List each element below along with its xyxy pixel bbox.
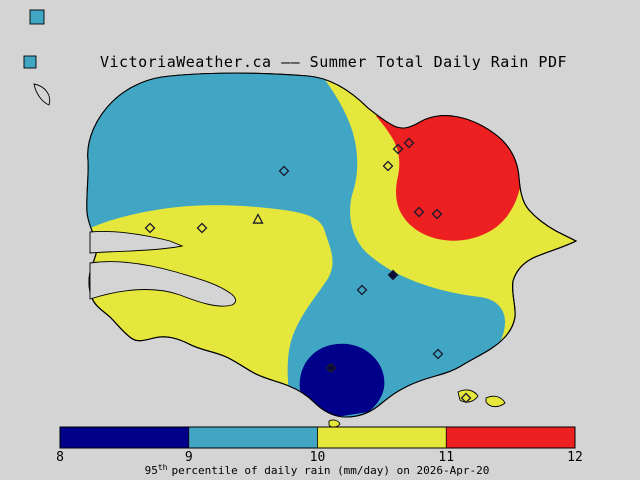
station-marker-open — [460, 392, 472, 404]
caption-text: percentile of daily rain (mm/day) on 202… — [172, 464, 490, 477]
colorbar-segment — [317, 427, 447, 448]
island-patch — [29, 9, 45, 25]
colorbar-tick-label: 11 — [438, 450, 454, 465]
colorbar-tick-label: 10 — [310, 450, 326, 465]
station-marker-open — [413, 206, 425, 218]
contour-region-9-10 — [86, 73, 506, 417]
station-marker-open — [403, 137, 415, 149]
station-marker-open — [382, 160, 394, 172]
station-marker-open — [431, 208, 443, 220]
contour-region-8-9 — [299, 343, 385, 417]
coastline — [86, 72, 578, 418]
colorbar-caption: 95th percentile of daily rain (mm/day) on… — [145, 463, 490, 477]
island-patch — [328, 419, 341, 428]
island-outline — [33, 83, 51, 106]
caption-number: 95 — [145, 464, 158, 477]
station-marker-filled — [387, 269, 399, 281]
station-marker-open — [392, 143, 404, 155]
colorbar-tick-label: 9 — [185, 450, 193, 465]
station-marker-filled — [325, 362, 337, 374]
colorbar-segment — [188, 427, 318, 448]
colorbar-segment — [446, 427, 575, 448]
colorbar-segment — [60, 427, 189, 448]
island-patch — [23, 55, 37, 69]
inlet — [89, 261, 237, 307]
island-patch — [485, 395, 506, 408]
station-marker-open — [432, 348, 444, 360]
colorbar: 8 9 10 11 12 95th percentile of daily rai… — [56, 426, 583, 477]
station-marker-open — [278, 165, 290, 177]
colorbar-tick-label: 8 — [56, 450, 64, 465]
contour-region-11-12 — [376, 98, 522, 241]
station-marker-open — [196, 222, 208, 234]
colorbar-tick-label: 12 — [567, 450, 583, 465]
caption-superscript: th — [158, 463, 168, 472]
station-markers-layer — [144, 137, 472, 404]
inlet — [89, 231, 184, 254]
station-marker-open — [252, 213, 264, 224]
station-marker-open — [356, 284, 368, 296]
station-marker-open — [144, 222, 156, 234]
map-title: VictoriaWeather.ca –– Summer Total Daily… — [100, 53, 567, 71]
